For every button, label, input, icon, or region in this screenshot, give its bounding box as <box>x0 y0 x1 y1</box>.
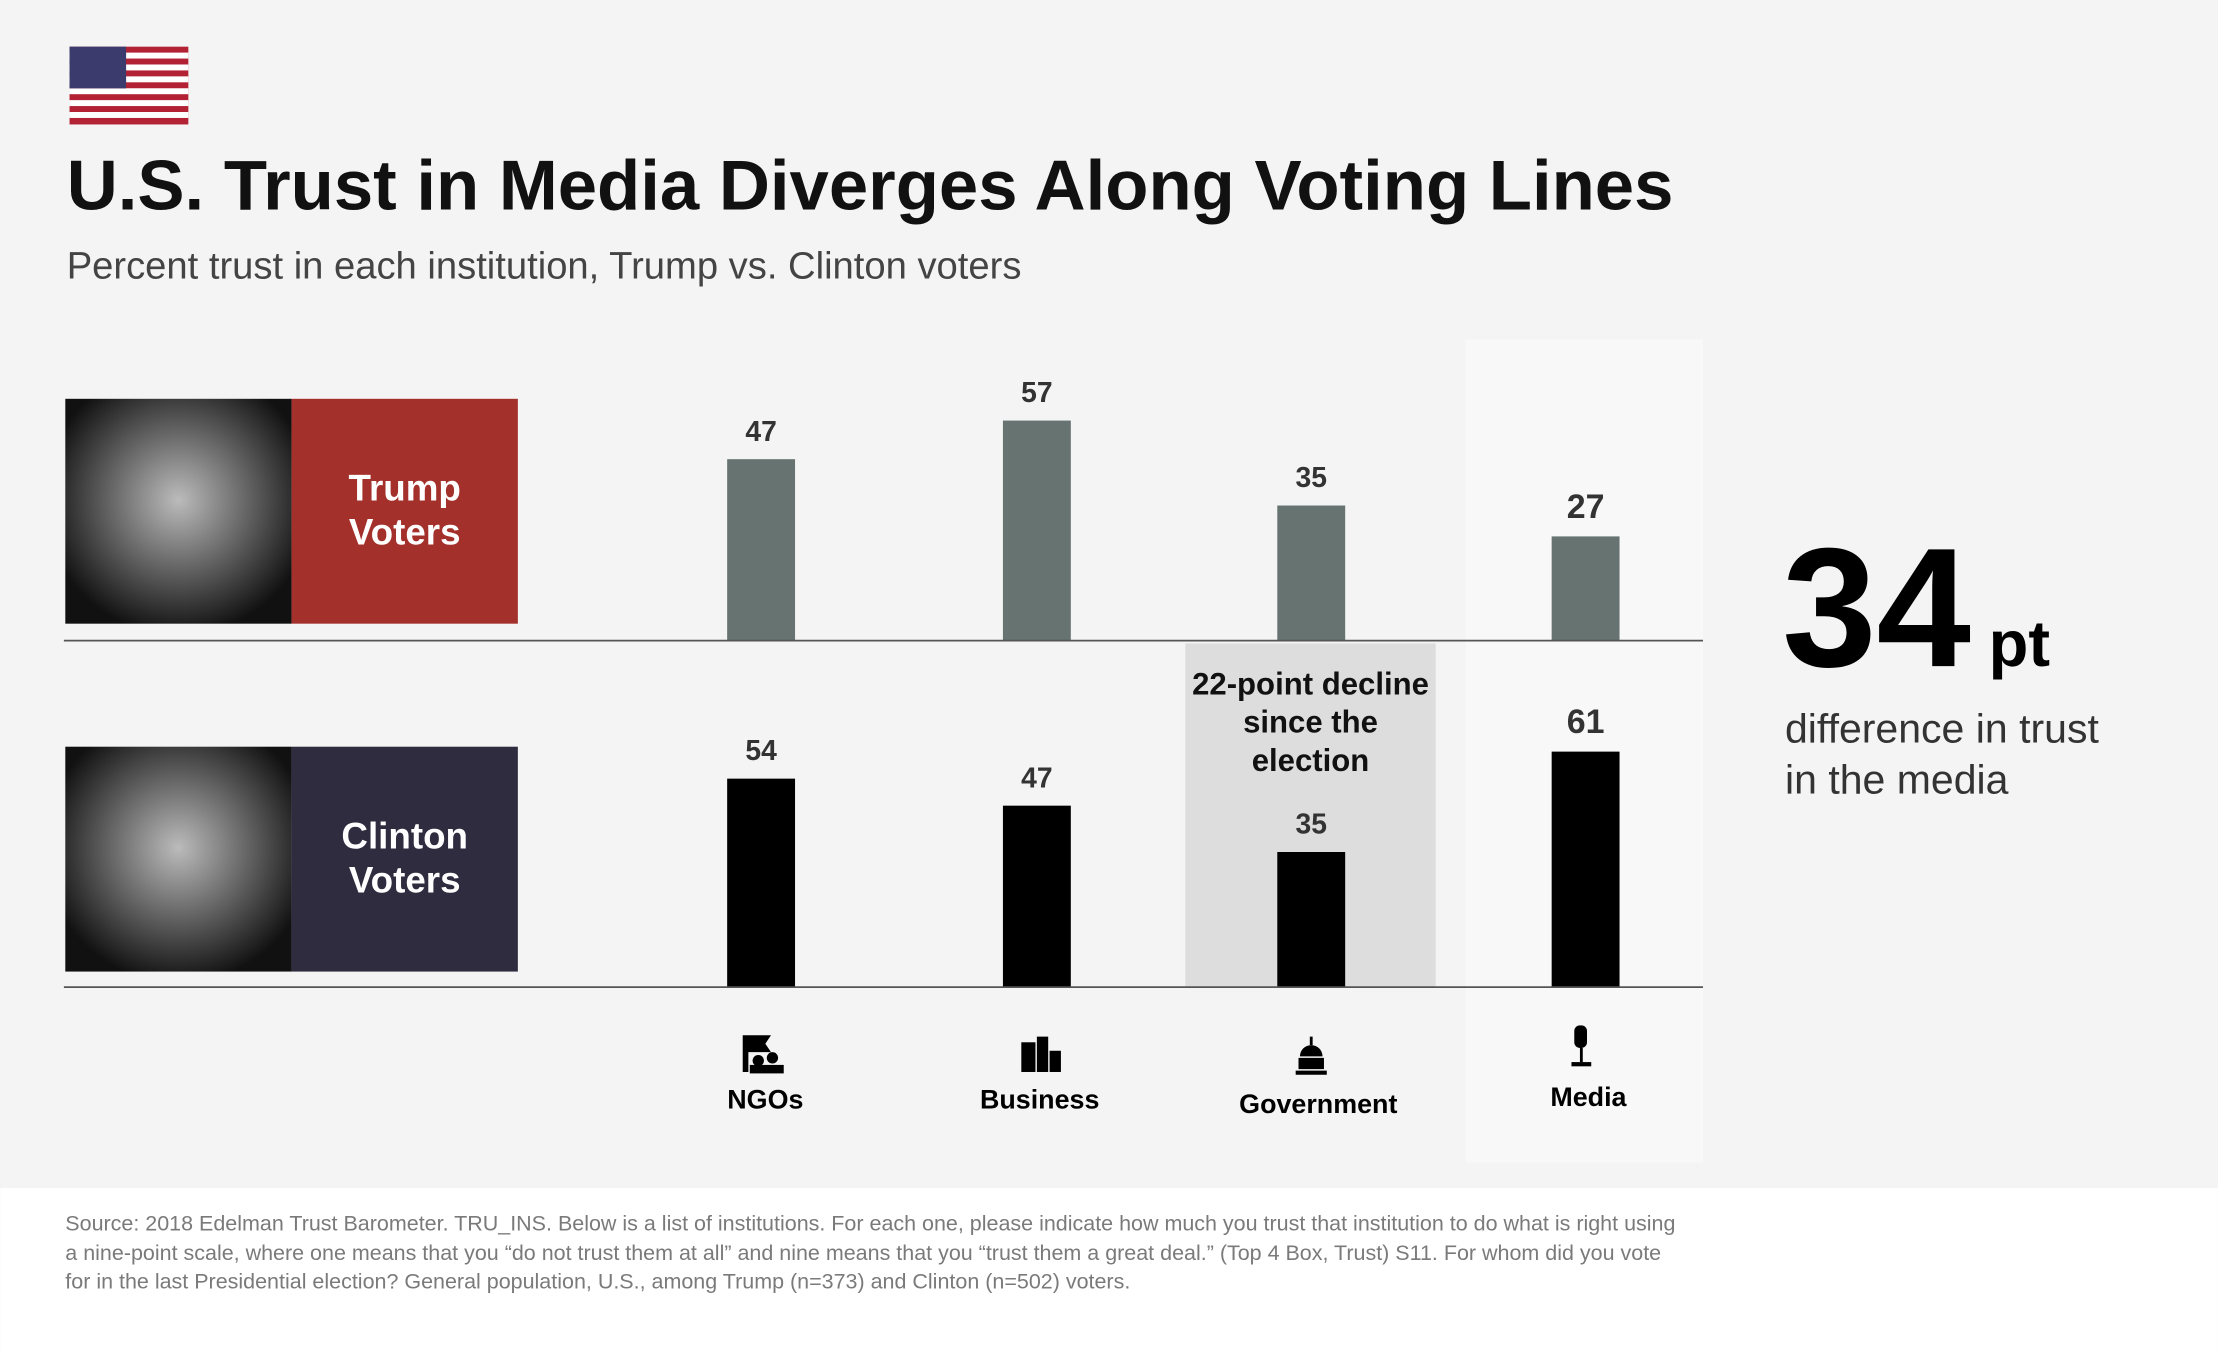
series-label-wrap: Trump Voters <box>348 466 461 553</box>
legend-label: Trump Voters <box>348 466 461 553</box>
legend-label: Clinton Voters <box>341 814 469 901</box>
category-icons <box>742 1025 1592 1075</box>
x-tick-label: Media <box>1550 1082 1627 1112</box>
source-box: Source: 2018 Edelman Trust Barometer. TR… <box>65 1211 1676 1295</box>
bar <box>1277 852 1346 988</box>
x-tick-label: NGOs <box>727 1085 803 1115</box>
annotation-box: 22-point decline since the election <box>1192 666 1429 778</box>
callout-box: difference in trust in the media <box>1785 707 2099 804</box>
x-tick-label: Business <box>980 1085 1099 1115</box>
bar <box>727 778 796 988</box>
source-note: Source: 2018 Edelman Trust Barometer. TR… <box>65 1211 1676 1295</box>
value-label: 54 <box>745 734 777 766</box>
series-label-box <box>291 398 518 624</box>
callout-text: difference in trust in the media <box>1785 707 2099 804</box>
x-tick-label: Government <box>1239 1089 1397 1119</box>
media-highlight <box>1465 339 1703 1163</box>
annotation: 22-point decline since the election <box>1192 666 1429 778</box>
bar <box>1551 536 1620 641</box>
callout-unit: pt <box>1989 607 2050 680</box>
us-flag <box>69 46 189 125</box>
value-label: 61 <box>1567 703 1605 741</box>
clinton-photo <box>65 746 292 972</box>
value-label: 47 <box>1021 761 1052 793</box>
footer-background <box>0 1187 2218 1352</box>
value-label: 27 <box>1567 488 1605 526</box>
callout-value: 34 <box>1782 512 1971 702</box>
bar <box>1002 420 1071 641</box>
value-label: 47 <box>745 415 776 447</box>
bar <box>727 459 796 641</box>
bar <box>1002 805 1071 988</box>
chart-subtitle: Percent trust in each institution, Trump… <box>67 245 1022 288</box>
value-label: 35 <box>1296 808 1327 840</box>
bar <box>1551 751 1620 988</box>
value-label: 35 <box>1296 461 1327 493</box>
series-label-box <box>291 746 518 972</box>
trump-photo <box>65 398 292 624</box>
bar <box>1277 505 1346 641</box>
value-label: 57 <box>1021 376 1052 408</box>
series-label-wrap: Clinton Voters <box>341 814 469 901</box>
chart-title: U.S. Trust in Media Diverges Along Votin… <box>67 145 1674 224</box>
